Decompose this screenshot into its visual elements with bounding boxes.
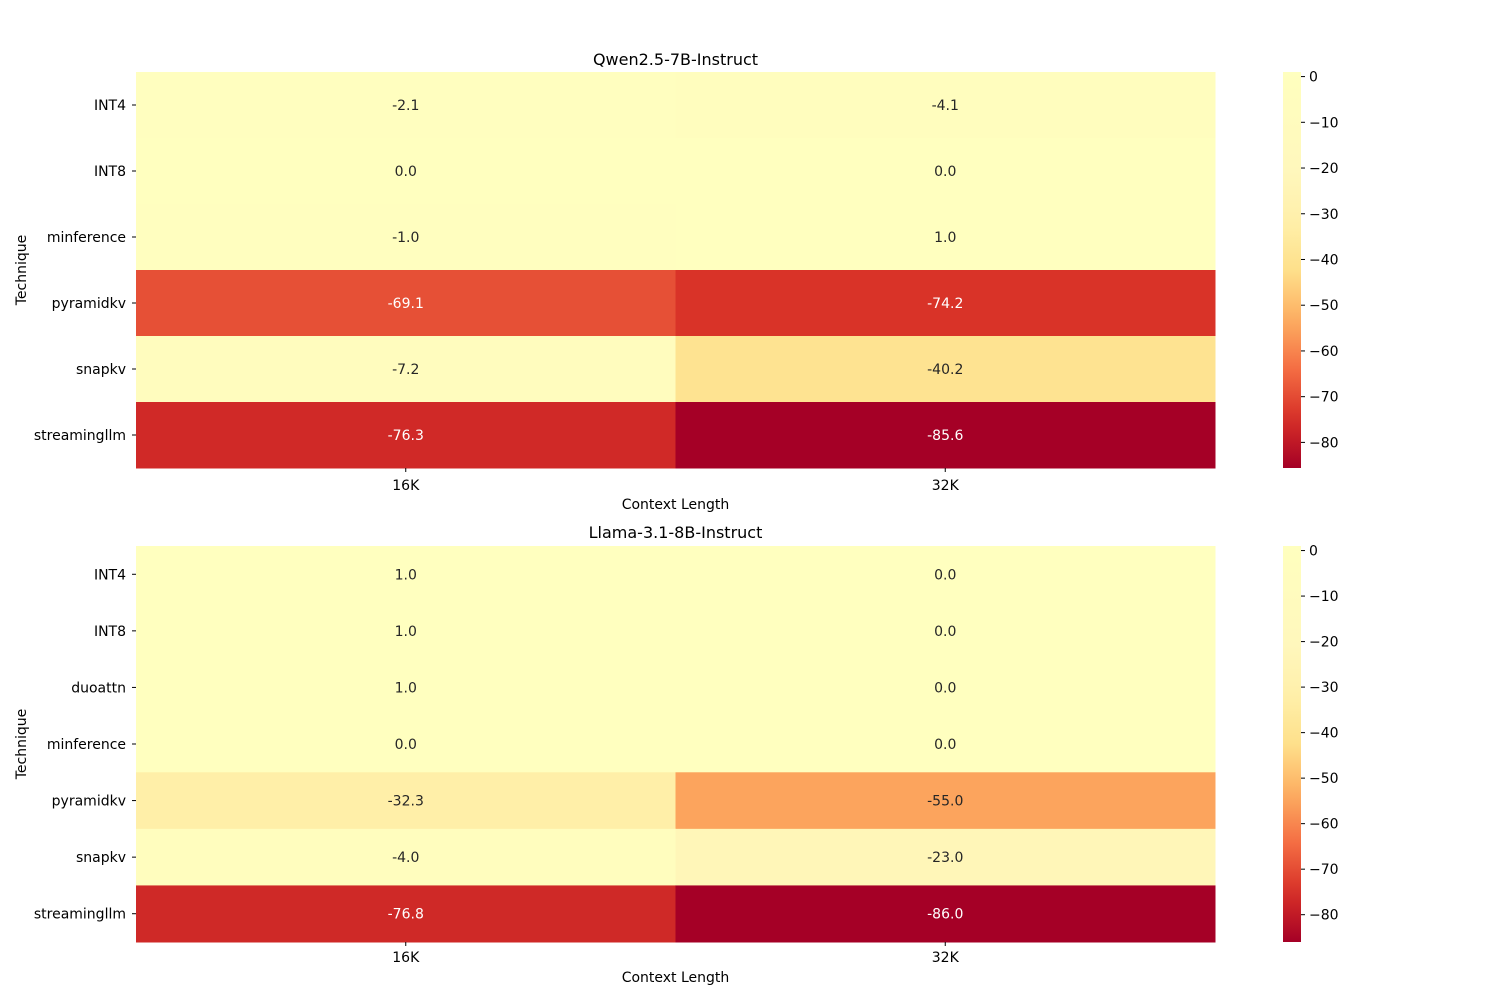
x-axis-label: Context Length — [622, 497, 730, 513]
cell-value-label: 0.0 — [395, 164, 417, 180]
heatmap-cell — [675, 546, 1216, 604]
cell-value-label: 1.0 — [395, 680, 417, 696]
panel-1-title: Qwen2.5-7B-Instruct — [593, 50, 758, 69]
colorbar-tick-label: −80 — [1309, 435, 1339, 451]
y-tick-label: INT4 — [94, 98, 126, 114]
y-tick-label: streamingllm — [34, 428, 126, 444]
colorbar-tick-label: −80 — [1309, 908, 1339, 924]
y-tick-label: pyramidkv — [52, 794, 126, 810]
y-tick-label: snapkv — [76, 362, 126, 378]
y-tick-label: duoattn — [71, 680, 126, 696]
y-tick-label: minference — [47, 737, 126, 753]
heatmap-cell — [675, 828, 1216, 886]
cell-value-label: 0.0 — [934, 164, 956, 180]
heatmap-cell — [675, 336, 1216, 403]
y-tick-label: snapkv — [76, 850, 126, 866]
heatmap-cell — [675, 885, 1216, 943]
cell-value-label: 0.0 — [934, 680, 956, 696]
cell-value-label: -4.0 — [392, 850, 419, 866]
colorbar-tick-label: −70 — [1309, 862, 1339, 878]
y-tick-label: minference — [47, 230, 126, 246]
cell-value-label: -85.6 — [927, 428, 963, 444]
cell-value-label: -74.2 — [927, 296, 963, 312]
cell-value-label: 1.0 — [395, 567, 417, 583]
colorbar-tick-label: −40 — [1309, 726, 1339, 742]
cell-value-label: -55.0 — [927, 794, 963, 810]
y-tick-label: INT4 — [94, 567, 126, 583]
x-tick-label: 32K — [932, 478, 960, 494]
heatmap-cell — [675, 602, 1216, 660]
colorbar-tick-label: −60 — [1309, 817, 1339, 833]
cell-value-label: -4.1 — [932, 98, 959, 114]
panel-2-title: Llama-3.1-8B-Instruct — [589, 523, 763, 542]
heatmap-cell — [136, 336, 676, 403]
cell-value-label: 0.0 — [934, 737, 956, 753]
colorbar-tick-label: −70 — [1309, 390, 1339, 406]
colorbar-tick-label: −10 — [1309, 115, 1339, 131]
colorbar-tick-label: −30 — [1309, 207, 1339, 223]
y-tick-label: streamingllm — [34, 907, 126, 923]
heatmap-cell — [136, 602, 676, 660]
heatmap-cell — [136, 204, 676, 271]
colorbar-tick-label: −50 — [1309, 298, 1339, 314]
y-tick-label: INT8 — [94, 164, 126, 180]
cell-value-label: -32.3 — [388, 794, 424, 810]
colorbar-tick-label: 0 — [1309, 70, 1318, 86]
heatmap-cell — [136, 546, 676, 604]
cell-value-label: -76.8 — [388, 907, 424, 923]
heatmap-cell — [675, 270, 1216, 337]
colorbar — [1283, 72, 1301, 468]
cell-value-label: 0.0 — [934, 624, 956, 640]
colorbar — [1283, 546, 1301, 942]
cell-value-label: 1.0 — [395, 624, 417, 640]
heatmap-cell — [136, 772, 676, 830]
cell-value-label: -7.2 — [392, 362, 419, 378]
heatmap-cell — [136, 885, 676, 943]
x-tick-label: 16K — [392, 478, 420, 494]
colorbar-tick-label: −30 — [1309, 680, 1339, 696]
cell-value-label: -69.1 — [388, 296, 424, 312]
colorbar-tick-label: −20 — [1309, 635, 1339, 651]
cell-value-label: -1.0 — [392, 230, 419, 246]
heatmap-cell — [136, 659, 676, 717]
heatmap-cell — [675, 659, 1216, 717]
x-tick-label: 32K — [932, 950, 960, 966]
y-tick-label: INT8 — [94, 624, 126, 640]
heatmap-cell — [675, 772, 1216, 830]
colorbar-tick-label: −10 — [1309, 589, 1339, 605]
heatmap-cell — [675, 204, 1216, 271]
heatmap-cell — [136, 138, 676, 205]
heatmap-cell — [675, 72, 1216, 139]
colorbar-tick-label: −20 — [1309, 161, 1339, 177]
colorbar-tick-label: −40 — [1309, 252, 1339, 268]
heatmap-cell — [136, 715, 676, 773]
cell-value-label: -23.0 — [927, 850, 963, 866]
cell-value-label: -2.1 — [392, 98, 419, 114]
heatmap-cell — [675, 402, 1216, 469]
cell-value-label: 0.0 — [934, 567, 956, 583]
y-axis-label: Technique — [14, 235, 30, 307]
x-tick-label: 16K — [392, 950, 420, 966]
colorbar-tick-label: 0 — [1309, 544, 1318, 560]
colorbar-tick-label: −50 — [1309, 771, 1339, 787]
colorbar-tick-label: −60 — [1309, 344, 1339, 360]
heatmap-cell — [136, 828, 676, 886]
heatmap-cell — [675, 715, 1216, 773]
x-axis-label: Context Length — [622, 970, 730, 986]
heatmap-cell — [136, 402, 676, 469]
y-axis-label: Technique — [14, 709, 30, 781]
cell-value-label: 0.0 — [395, 737, 417, 753]
heatmap-cell — [136, 270, 676, 337]
cell-value-label: 1.0 — [934, 230, 956, 246]
y-tick-label: pyramidkv — [52, 296, 126, 312]
heatmap-cell — [136, 72, 676, 139]
cell-value-label: -40.2 — [927, 362, 963, 378]
heatmap-cell — [675, 138, 1216, 205]
cell-value-label: -86.0 — [927, 907, 963, 923]
cell-value-label: -76.3 — [388, 428, 424, 444]
